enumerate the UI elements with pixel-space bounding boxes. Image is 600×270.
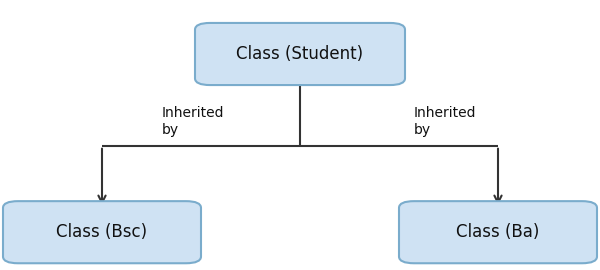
Text: Class (Ba): Class (Ba) (457, 223, 539, 241)
Text: Class (Student): Class (Student) (236, 45, 364, 63)
Text: Class (Bsc): Class (Bsc) (56, 223, 148, 241)
Text: Inherited
by: Inherited by (162, 106, 224, 137)
FancyBboxPatch shape (195, 23, 405, 85)
FancyBboxPatch shape (3, 201, 201, 263)
FancyBboxPatch shape (399, 201, 597, 263)
Text: Inherited
by: Inherited by (414, 106, 476, 137)
